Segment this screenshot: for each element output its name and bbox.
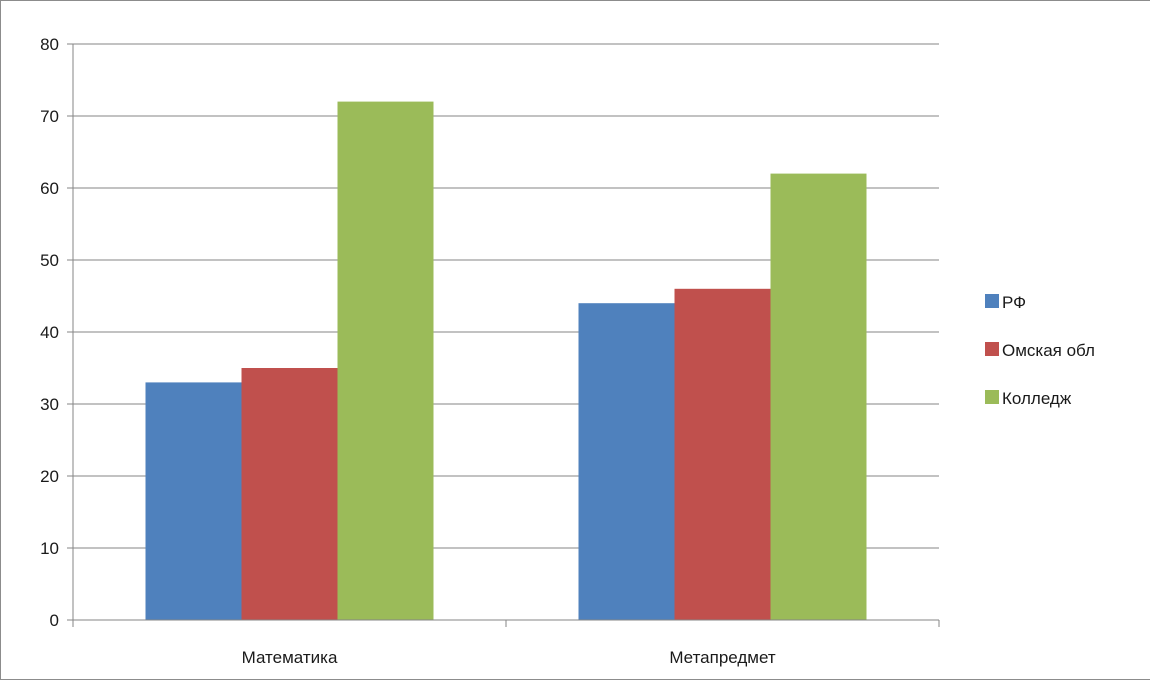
y-tick-label: 40 (40, 323, 59, 342)
y-tick-label: 10 (40, 539, 59, 558)
y-tick-label: 30 (40, 395, 59, 414)
y-axis-tick-labels: 0 10 20 30 40 50 60 70 80 (40, 35, 59, 630)
axes (67, 43, 940, 627)
bar-1-1 (145, 382, 242, 620)
x-axis-category-labels: Математика Метапредмет (242, 648, 776, 667)
bar-3-2 (770, 173, 867, 620)
bars (145, 101, 867, 621)
bar-1-2 (578, 303, 675, 620)
y-tick-label: 70 (40, 107, 59, 126)
legend-label: Омская обл (1002, 341, 1095, 360)
y-tick-label: 60 (40, 179, 59, 198)
bar-3-1 (337, 101, 434, 621)
legend-swatch (985, 294, 999, 308)
y-tick-label: 80 (40, 35, 59, 54)
x-category-label: Математика (242, 648, 338, 667)
bar-2-1 (241, 368, 338, 620)
legend-swatch (985, 390, 999, 404)
y-tick-label: 0 (50, 611, 59, 630)
legend-label: Колледж (1002, 389, 1072, 408)
legend-label: РФ (1002, 293, 1026, 312)
legend-swatch (985, 342, 999, 356)
legend: РФ Омская обл Колледж (985, 293, 1095, 408)
y-tick-label: 50 (40, 251, 59, 270)
bar-2-2 (674, 288, 771, 620)
y-tick-label: 20 (40, 467, 59, 486)
x-category-label: Метапредмет (669, 648, 776, 667)
